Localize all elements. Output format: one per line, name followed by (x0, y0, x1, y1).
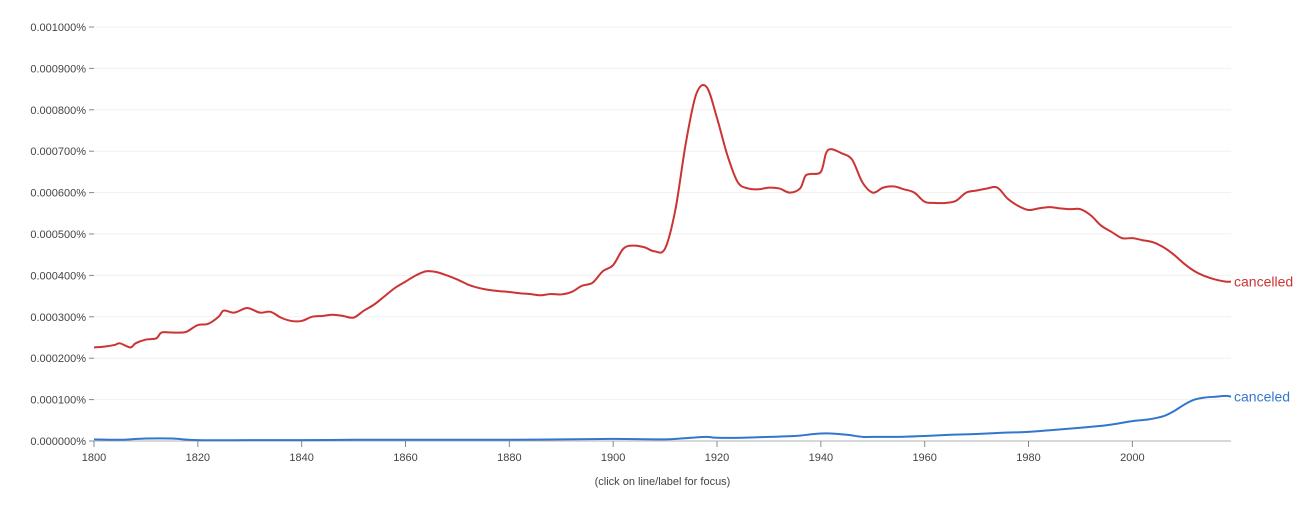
series-label-canceled[interactable]: canceled (1234, 389, 1290, 405)
x-tick-label: 1960 (912, 452, 936, 464)
click-focus-hint: (click on line/label for focus) (594, 476, 731, 488)
series-label-cancelled[interactable]: cancelled (1234, 274, 1293, 290)
y-tick-label: 0.001000% (30, 22, 86, 34)
x-tick-label: 1940 (809, 452, 833, 464)
x-tick-label: 1980 (1016, 452, 1040, 464)
x-tick-label: 1800 (82, 452, 106, 464)
y-tick-label: 0.000800% (30, 105, 86, 117)
x-tick-label: 1820 (186, 452, 210, 464)
axes: 0.000000% 0.000100% 0.000200% 0.000300% 0.00… (30, 22, 1231, 464)
y-tick-label: 0.000600% (30, 188, 86, 200)
y-tick-label: 0.000400% (30, 270, 86, 282)
y-tick-label: 0.000000% (30, 436, 86, 448)
y-tick-label: 0.000900% (30, 63, 86, 75)
x-tick-label: 1880 (497, 452, 521, 464)
series-line-cancelled[interactable] (93, 84, 1232, 349)
x-tick-label: 2000 (1120, 452, 1144, 464)
y-tick-label: 0.000300% (30, 312, 86, 324)
y-tick-label: 0.000500% (30, 229, 86, 241)
series-lines[interactable] (93, 84, 1232, 442)
x-tick-label: 1900 (601, 452, 625, 464)
grid-lines (94, 26, 1231, 401)
y-tick-label: 0.000700% (30, 146, 86, 158)
x-tick-label: 1860 (393, 452, 417, 464)
y-tick-label: 0.000200% (30, 353, 86, 365)
x-tick-label: 1840 (289, 452, 313, 464)
y-tick-label: 0.000100% (30, 395, 86, 407)
x-tick-label: 1920 (705, 452, 729, 464)
series-line-canceled[interactable] (93, 394, 1232, 442)
series-labels[interactable]: cancelled canceled (1234, 274, 1293, 405)
